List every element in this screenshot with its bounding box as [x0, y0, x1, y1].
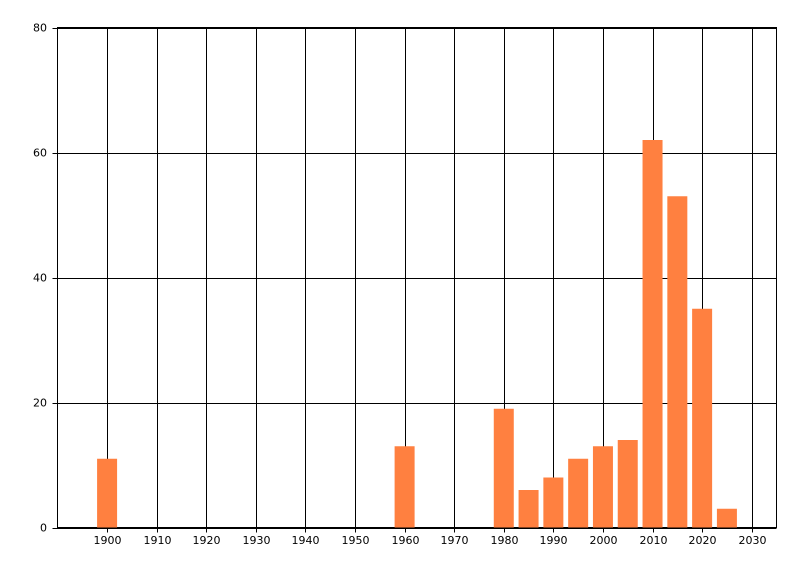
x-tick-label: 2000: [590, 534, 618, 547]
bar: [592, 446, 613, 528]
bar: [692, 308, 713, 528]
x-tick-label: 1990: [540, 534, 568, 547]
y-tick-label: 60: [33, 147, 47, 160]
x-tick-label: 1910: [144, 534, 172, 547]
x-tick-label: 2010: [640, 534, 668, 547]
x-tick-label: 2030: [739, 534, 767, 547]
bar: [394, 446, 415, 528]
x-tick-label: 2020: [689, 534, 717, 547]
bar: [642, 140, 663, 528]
y-tick-label: 0: [40, 522, 47, 535]
x-tick-label: 1930: [243, 534, 271, 547]
bar: [518, 490, 539, 528]
y-tick-label: 40: [33, 272, 47, 285]
x-tick-label: 1950: [342, 534, 370, 547]
bar: [716, 508, 737, 528]
bar: [667, 196, 688, 528]
plot-frame: [57, 27, 777, 528]
y-tick-label: 80: [33, 22, 47, 35]
x-tick-label: 1920: [193, 534, 221, 547]
bar: [493, 408, 514, 528]
x-tick-label: 1970: [441, 534, 469, 547]
x-tick-label: 1980: [491, 534, 519, 547]
x-tick-label: 1960: [392, 534, 420, 547]
y-tick-label: 20: [33, 397, 47, 410]
x-tick-label: 1900: [94, 534, 122, 547]
bar: [543, 477, 564, 528]
bar: [568, 458, 589, 528]
bar: [97, 458, 118, 528]
bar: [617, 440, 638, 528]
x-tick-label: 1940: [292, 534, 320, 547]
